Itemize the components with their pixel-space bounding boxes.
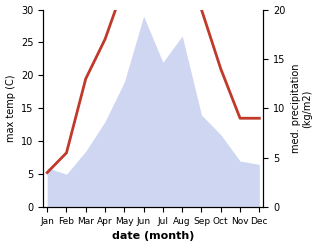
Y-axis label: max temp (C): max temp (C) [5,75,16,142]
X-axis label: date (month): date (month) [112,231,194,242]
Y-axis label: med. precipitation
(kg/m2): med. precipitation (kg/m2) [291,64,313,153]
